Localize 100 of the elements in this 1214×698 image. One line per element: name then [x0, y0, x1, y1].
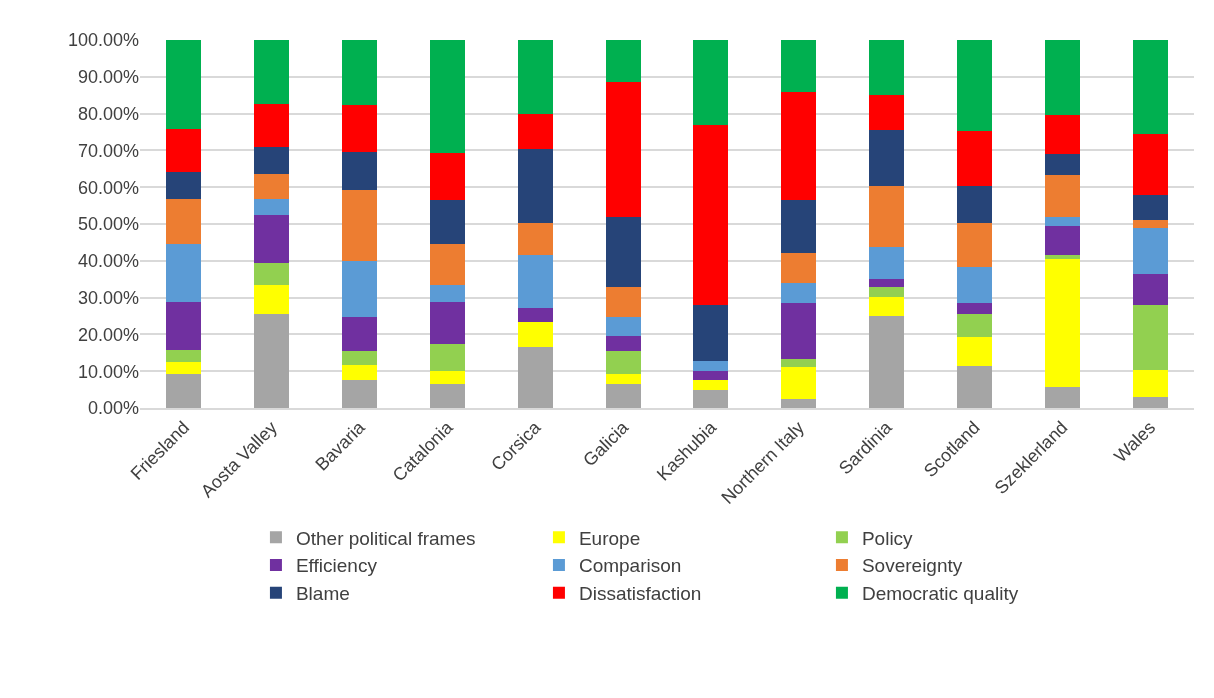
bar	[1132, 305, 1168, 370]
bar	[342, 152, 378, 191]
bar	[517, 148, 553, 223]
legend-label: Efficiency	[295, 555, 378, 577]
bar	[166, 244, 202, 302]
bar	[254, 263, 290, 285]
y-tick-label: 80.00%	[77, 103, 139, 124]
bar	[781, 200, 817, 253]
bar	[869, 278, 905, 288]
bar	[429, 285, 465, 302]
bar	[781, 367, 817, 399]
bar	[956, 40, 992, 131]
bar	[605, 217, 641, 287]
bar	[166, 301, 202, 351]
y-tick-label: 50.00%	[77, 214, 139, 235]
bar	[429, 40, 465, 153]
y-tick-label: 30.00%	[77, 287, 139, 308]
bar	[956, 130, 992, 187]
bar	[781, 398, 817, 408]
bar	[517, 255, 553, 308]
y-tick-label: 0.00%	[87, 398, 139, 419]
y-tick-label: 70.00%	[77, 140, 139, 161]
legend-label: Comparison	[578, 555, 682, 577]
bar	[956, 365, 992, 408]
bar	[166, 128, 202, 173]
bar	[254, 214, 290, 264]
legend-label: Blame	[295, 583, 350, 605]
bar	[956, 302, 992, 315]
legend-label: Other political frames	[295, 527, 476, 549]
bar	[956, 222, 992, 268]
bar	[1132, 219, 1168, 229]
bar	[429, 152, 465, 201]
bar	[1132, 40, 1168, 135]
bar	[342, 190, 378, 262]
bar	[869, 316, 905, 408]
bar	[869, 247, 905, 279]
bar	[956, 267, 992, 303]
bar	[605, 81, 641, 218]
bar	[517, 222, 553, 256]
bar	[429, 384, 465, 408]
bar	[1132, 134, 1168, 195]
bar	[517, 307, 553, 322]
bar	[693, 390, 729, 408]
bar	[693, 370, 729, 381]
bar	[1044, 258, 1080, 388]
bar	[956, 314, 992, 337]
bar	[869, 185, 905, 248]
bar	[1132, 396, 1168, 408]
legend-label: Sovereignty	[861, 555, 963, 577]
bar	[166, 40, 202, 129]
bar	[1044, 175, 1080, 217]
bar	[693, 304, 729, 362]
bar	[693, 380, 729, 391]
bar	[1132, 369, 1168, 397]
bar	[605, 335, 641, 351]
bar	[342, 261, 378, 318]
y-tick-label: 60.00%	[77, 177, 139, 198]
bar	[517, 40, 553, 114]
bar	[254, 147, 290, 175]
bar	[166, 362, 202, 374]
y-tick-label: 10.00%	[77, 361, 139, 382]
bar	[254, 174, 290, 199]
bar	[781, 91, 817, 201]
legend-label: Dissatisfaction	[578, 583, 702, 605]
bar	[1044, 154, 1080, 176]
bar	[781, 358, 817, 368]
bar	[254, 198, 290, 215]
bar	[605, 373, 641, 385]
bar	[693, 361, 729, 371]
bar	[1044, 226, 1080, 256]
bar	[781, 252, 817, 283]
bar	[605, 40, 641, 82]
bar	[1044, 216, 1080, 227]
bar	[342, 350, 378, 365]
bar	[781, 303, 817, 359]
legend-label: Europe	[578, 527, 641, 549]
bar	[869, 94, 905, 130]
bar	[254, 284, 290, 315]
bar	[1044, 115, 1080, 155]
bar	[781, 282, 817, 304]
bar	[429, 243, 465, 286]
bar	[166, 198, 202, 245]
legend-label: Policy	[861, 527, 914, 549]
y-tick-label: 90.00%	[77, 67, 139, 88]
bar	[956, 336, 992, 366]
bar	[869, 40, 905, 95]
bar	[342, 317, 378, 351]
bar	[1044, 255, 1080, 259]
y-tick-label: 20.00%	[77, 324, 139, 345]
bar	[605, 384, 641, 408]
bar	[869, 296, 905, 317]
bar	[1132, 228, 1168, 274]
bar	[605, 350, 641, 374]
bar	[605, 317, 641, 336]
legend-label: Democratic quality	[861, 583, 1019, 605]
bar	[1044, 387, 1080, 408]
bar	[693, 125, 729, 305]
bar	[956, 186, 992, 223]
bar	[1132, 273, 1168, 306]
bar	[342, 380, 378, 408]
